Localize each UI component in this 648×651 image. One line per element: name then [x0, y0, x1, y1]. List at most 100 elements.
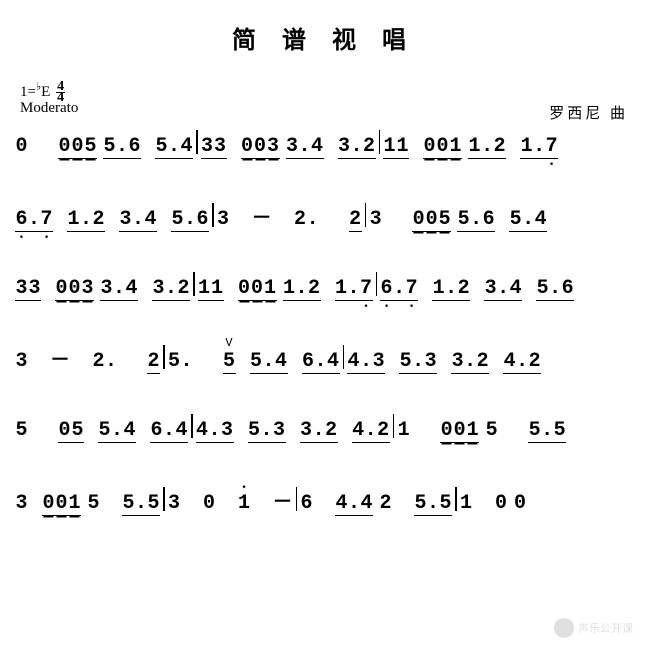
note: 2	[476, 350, 489, 374]
note: 0	[514, 492, 527, 515]
note: 5	[147, 492, 160, 516]
note: 5	[438, 208, 451, 232]
watermark-text: 声乐公开课	[578, 620, 633, 636]
note: 4	[509, 277, 522, 301]
note: .	[111, 419, 123, 443]
note: .	[105, 350, 117, 373]
note: －	[50, 343, 70, 373]
note: 3	[119, 208, 132, 232]
note: 3	[15, 492, 28, 515]
note: 4	[175, 419, 188, 443]
note: 3	[152, 277, 165, 301]
note: .	[497, 277, 509, 301]
note: 3	[217, 208, 230, 231]
note: 4	[196, 419, 209, 443]
note: 2	[92, 350, 105, 373]
note: 2	[457, 277, 470, 301]
note: 3	[424, 350, 437, 374]
jianpu-score: 00055.65.4330033.43.2110011.21.76.71.23.…	[15, 130, 633, 513]
barline	[196, 130, 198, 154]
note: 5	[122, 492, 135, 516]
note: 5	[528, 419, 541, 443]
note: 3	[81, 277, 94, 301]
note: .	[445, 277, 457, 301]
note: 1	[283, 277, 296, 301]
note: 4	[125, 277, 138, 301]
note: 3	[484, 277, 497, 301]
note: 5	[399, 350, 412, 374]
note: 4	[327, 350, 340, 374]
note: 3	[369, 208, 382, 231]
note: 3	[15, 277, 28, 301]
note: 1	[466, 419, 479, 443]
note: 3	[221, 419, 234, 443]
note: 5	[84, 135, 97, 159]
note: .	[181, 350, 193, 373]
note: 3	[15, 350, 28, 373]
note: .	[481, 135, 493, 159]
note: 1	[264, 277, 277, 301]
note: .	[168, 135, 180, 159]
note: .	[427, 492, 439, 516]
note: 5	[485, 419, 498, 442]
note: 2	[493, 135, 506, 159]
note: .	[132, 208, 144, 232]
barline	[163, 345, 165, 369]
note: 7	[360, 277, 373, 301]
note: 5	[553, 419, 566, 443]
note: 3	[214, 135, 227, 159]
note: 3	[286, 135, 299, 159]
note: 5	[168, 350, 181, 373]
note: 0	[15, 135, 28, 158]
note: 6	[196, 208, 209, 232]
note: .	[299, 135, 311, 159]
note: 2	[528, 350, 541, 374]
note: .	[163, 419, 175, 443]
note: 0	[58, 135, 71, 159]
note: 4	[335, 492, 348, 516]
note: .	[393, 277, 405, 301]
page-title: 简 谱 视 唱	[15, 20, 633, 55]
note: 3	[100, 277, 113, 301]
note: 2	[363, 135, 376, 159]
note: .	[348, 277, 360, 301]
note: －	[252, 201, 272, 231]
note: 2	[294, 208, 307, 231]
note: 2	[377, 419, 390, 443]
note: 3	[372, 350, 385, 374]
note: .	[261, 419, 273, 443]
note: .	[315, 350, 327, 374]
note: 1	[198, 277, 211, 301]
note: 5	[248, 419, 261, 443]
note: 4	[503, 350, 516, 374]
note: .	[412, 350, 424, 374]
note: 1	[383, 135, 396, 159]
note: 1	[335, 277, 348, 301]
note: .	[307, 208, 319, 231]
note: 2	[177, 277, 190, 301]
note: 0	[254, 135, 267, 159]
note: 0	[453, 419, 466, 443]
barline	[393, 414, 395, 438]
note: 1	[396, 135, 409, 159]
note: 2	[92, 208, 105, 232]
note: 3	[28, 277, 41, 301]
note: 4	[180, 135, 193, 159]
note: .	[313, 419, 325, 443]
note: 3	[201, 135, 214, 159]
note: 2	[349, 208, 362, 232]
note: 0	[423, 135, 436, 159]
note: 5	[71, 419, 84, 443]
note: 2	[308, 277, 321, 301]
note: 5	[15, 419, 28, 442]
note: .	[516, 350, 528, 374]
note: .	[135, 492, 147, 516]
score-header: 1=♭E 4 4 Moderato 罗西尼 曲	[15, 80, 633, 130]
note: .	[522, 208, 534, 232]
note: .	[80, 208, 92, 232]
note: .	[533, 135, 545, 159]
barline	[365, 203, 367, 227]
barline	[163, 487, 165, 511]
note: 5	[439, 492, 452, 516]
note: 0	[68, 277, 81, 301]
